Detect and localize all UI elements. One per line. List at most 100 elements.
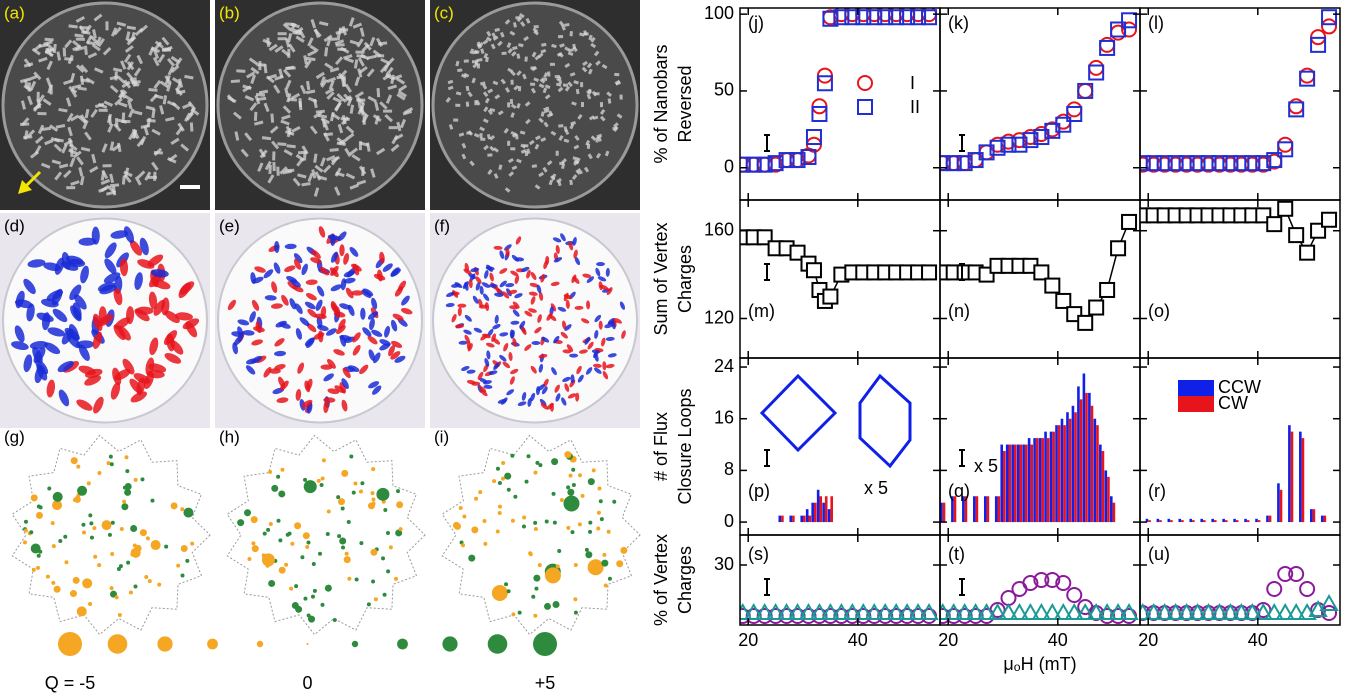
bar bbox=[1170, 520, 1173, 523]
image-pattern bbox=[613, 122, 619, 128]
image-pattern bbox=[538, 171, 545, 178]
charge-dot bbox=[276, 518, 281, 523]
image-pattern bbox=[605, 336, 615, 342]
image-pattern bbox=[149, 93, 159, 103]
image-pattern bbox=[480, 334, 488, 341]
y-tick-label: 50 bbox=[714, 80, 734, 100]
image-pattern bbox=[271, 140, 280, 150]
image-pattern bbox=[136, 377, 146, 396]
image-pattern bbox=[330, 251, 339, 263]
data-point bbox=[743, 602, 764, 620]
image-pattern bbox=[74, 294, 87, 310]
y-axis-label: % of Nanobars bbox=[651, 44, 671, 163]
data-point bbox=[888, 9, 905, 26]
image-pattern bbox=[540, 48, 547, 54]
image-pattern bbox=[333, 349, 345, 356]
image-pattern bbox=[284, 87, 290, 98]
image-pattern bbox=[384, 325, 391, 338]
charge-dot bbox=[107, 532, 112, 537]
image-pattern bbox=[161, 297, 170, 316]
charge-dot bbox=[386, 569, 391, 574]
charge-dot bbox=[92, 526, 97, 531]
image-pattern bbox=[74, 46, 85, 52]
image-pattern bbox=[461, 142, 467, 149]
image-pattern bbox=[551, 367, 557, 376]
image-pattern bbox=[319, 157, 326, 167]
image-pattern bbox=[619, 94, 623, 100]
image-pattern bbox=[148, 88, 158, 92]
image-pattern bbox=[508, 289, 518, 295]
charge-dot bbox=[587, 478, 595, 486]
image-pattern bbox=[339, 303, 351, 310]
bar bbox=[1035, 438, 1039, 523]
bar bbox=[1038, 438, 1042, 523]
image-pattern bbox=[40, 162, 51, 169]
image-pattern bbox=[326, 77, 337, 83]
image-pattern bbox=[85, 34, 93, 45]
image-pattern bbox=[604, 323, 614, 329]
image-pattern bbox=[244, 95, 255, 102]
image-pattern bbox=[580, 82, 584, 88]
image-pattern bbox=[375, 147, 386, 156]
image-pattern bbox=[98, 108, 108, 112]
image-pattern bbox=[538, 83, 545, 89]
charge-dot bbox=[452, 521, 460, 529]
image-pattern bbox=[564, 324, 572, 331]
image-pattern bbox=[493, 147, 499, 153]
image-pattern bbox=[46, 379, 56, 398]
image-pattern bbox=[567, 393, 577, 399]
image-pattern bbox=[329, 111, 335, 122]
image-pattern bbox=[390, 351, 401, 360]
data-point bbox=[1055, 292, 1072, 309]
data-point bbox=[1121, 21, 1138, 38]
image-pattern bbox=[316, 285, 325, 297]
image-pattern bbox=[523, 35, 530, 42]
image-pattern bbox=[504, 187, 511, 193]
image-pattern bbox=[472, 295, 479, 304]
image-pattern bbox=[100, 171, 106, 181]
image-pattern bbox=[520, 148, 527, 154]
charge-dot bbox=[250, 516, 258, 524]
image-pattern bbox=[324, 62, 334, 70]
bar bbox=[1312, 509, 1316, 523]
image-pattern bbox=[492, 323, 501, 330]
charge-dot bbox=[596, 510, 601, 515]
image-pattern bbox=[513, 84, 520, 91]
bar bbox=[781, 515, 784, 523]
image-pattern bbox=[11, 341, 29, 351]
image-pattern bbox=[489, 134, 496, 141]
charge-dot bbox=[598, 499, 603, 504]
y-tick-label: 0 bbox=[724, 511, 734, 531]
image-pattern bbox=[371, 297, 378, 310]
charge-dot bbox=[278, 538, 283, 543]
image-pattern bbox=[67, 54, 74, 65]
charge-dot bbox=[114, 595, 119, 600]
charge-dot bbox=[35, 565, 40, 570]
image-pattern bbox=[587, 153, 593, 160]
image-pattern bbox=[577, 113, 583, 120]
image-pattern bbox=[575, 88, 580, 95]
image-pattern bbox=[41, 126, 52, 132]
image-pattern bbox=[563, 126, 568, 132]
image-pattern bbox=[540, 137, 547, 143]
image-pattern bbox=[44, 49, 54, 57]
image-pattern bbox=[326, 36, 332, 47]
image-pattern bbox=[134, 176, 142, 186]
image-pattern bbox=[551, 43, 557, 49]
data-point bbox=[1088, 59, 1105, 76]
image-pattern bbox=[619, 301, 626, 310]
image-pattern bbox=[577, 170, 583, 175]
charge-dot bbox=[122, 485, 127, 490]
image-pattern bbox=[126, 306, 135, 325]
image-pattern bbox=[469, 160, 475, 167]
data-point bbox=[1077, 314, 1094, 331]
image-pattern bbox=[301, 182, 311, 187]
charge-dot bbox=[139, 529, 147, 537]
image-pattern bbox=[558, 135, 564, 141]
charge-dot bbox=[130, 552, 135, 557]
image-pattern bbox=[448, 124, 454, 130]
image-pattern bbox=[263, 102, 270, 113]
image-pattern bbox=[479, 81, 486, 86]
error-bar bbox=[764, 449, 770, 467]
image-pattern bbox=[563, 138, 570, 143]
